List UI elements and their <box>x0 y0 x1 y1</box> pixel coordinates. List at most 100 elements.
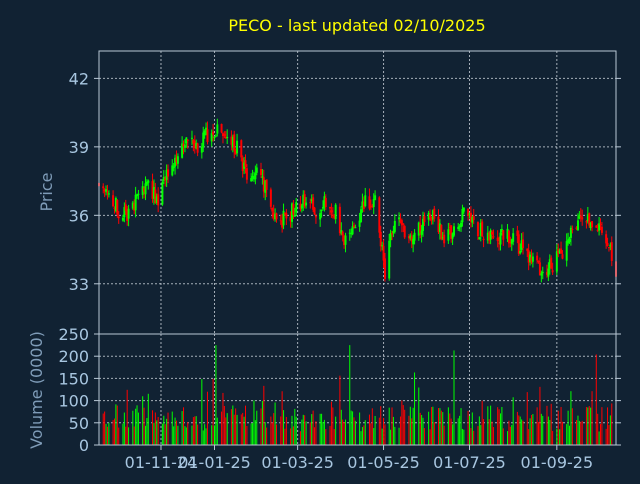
candle-body <box>588 213 591 226</box>
volume-bar <box>164 424 166 445</box>
volume-bar <box>600 423 602 445</box>
volume-bar <box>432 406 434 445</box>
candle-body <box>413 232 416 241</box>
candle-body <box>281 220 284 228</box>
volume-bar <box>126 389 128 445</box>
candle-body <box>320 209 323 211</box>
candle-body <box>344 235 347 245</box>
candle-body <box>214 135 217 137</box>
volume-bar <box>557 410 559 445</box>
volume-bar <box>566 424 568 445</box>
volume-bar <box>450 418 452 445</box>
candle-body <box>230 136 233 145</box>
volume-bar <box>430 407 432 445</box>
candle-body <box>586 214 589 222</box>
candle-body <box>292 204 295 215</box>
candle-body <box>323 196 326 208</box>
price-tick-label: 36 <box>69 206 89 225</box>
volume-bar <box>463 429 465 445</box>
candle-body <box>261 176 264 178</box>
volume-bar <box>177 425 179 445</box>
candle-body <box>240 140 243 158</box>
volume-bar <box>161 423 163 445</box>
candle-body <box>193 141 196 149</box>
volume-bar <box>428 411 430 445</box>
candle-body <box>368 196 371 209</box>
candle-body <box>491 231 494 235</box>
volume-bar <box>271 422 273 445</box>
candle-body <box>538 262 541 276</box>
volume-bar <box>429 429 431 445</box>
candle-body <box>358 220 361 227</box>
volume-bar <box>459 415 461 445</box>
volume-bar <box>576 420 578 445</box>
candle-body <box>550 257 553 269</box>
price-grid <box>99 51 616 334</box>
candle-body <box>341 231 344 236</box>
candle-body <box>190 137 193 139</box>
volume-bar <box>609 415 611 445</box>
candle-body <box>391 233 394 235</box>
candle-body <box>400 220 403 226</box>
volume-bar <box>481 400 483 445</box>
volume-bar <box>487 406 489 445</box>
candle-body <box>331 214 334 216</box>
volume-bar <box>215 345 217 445</box>
volume-bar <box>322 421 324 445</box>
candle-body <box>499 232 502 245</box>
volume-bar <box>442 412 444 445</box>
candle-body <box>576 220 579 231</box>
volume-bar <box>449 413 451 445</box>
candle-body <box>210 133 213 142</box>
volume-bar <box>106 426 108 445</box>
volume-bar <box>595 354 597 445</box>
volume-bar <box>550 403 552 445</box>
candle-body <box>598 223 601 231</box>
candle-body <box>481 221 484 237</box>
candle-body <box>151 181 154 199</box>
volume-bar <box>295 416 297 445</box>
candle-body <box>144 183 147 195</box>
candle-body <box>200 146 203 153</box>
volume-bar <box>470 428 472 445</box>
volume-bar <box>314 427 316 445</box>
candle-body <box>519 250 522 254</box>
candle-body <box>255 167 258 173</box>
volume-bar <box>206 391 208 445</box>
volume-bar <box>501 406 503 445</box>
volume-tick-label: 200 <box>58 347 89 366</box>
candle-body <box>131 202 134 209</box>
volume-bar <box>381 428 383 445</box>
volume-bar <box>340 409 342 445</box>
candle-body <box>437 216 440 233</box>
volume-bar <box>304 415 306 445</box>
volume-bar <box>588 405 590 445</box>
volume-bar <box>166 418 168 445</box>
volume-bar <box>232 405 234 445</box>
candle-body <box>469 212 472 222</box>
volume-bar <box>167 412 169 445</box>
volume-bar <box>384 424 386 445</box>
candle-body <box>407 236 410 239</box>
volume-bar <box>252 423 254 445</box>
volume-bar <box>391 407 393 445</box>
candle-body <box>212 131 215 135</box>
candle-body <box>486 232 489 241</box>
candle-body <box>221 133 224 137</box>
volume-bar <box>569 425 571 445</box>
candle-body <box>540 273 543 276</box>
volume-bar <box>250 423 252 445</box>
candle-body <box>283 212 286 214</box>
candle-body <box>231 136 234 148</box>
volume-bar <box>388 407 390 445</box>
volume-bar <box>243 416 245 445</box>
volume-bar <box>153 422 155 445</box>
candle-body <box>157 194 160 206</box>
candle-body <box>106 191 109 193</box>
volume-bar <box>516 411 518 445</box>
volume-panel: 0 50 100 150 200 250 Volume (0000) <box>27 325 621 455</box>
volume-bar <box>370 423 372 445</box>
candle-body <box>450 225 453 239</box>
volume-bar <box>511 425 513 445</box>
volume-bar <box>192 417 194 445</box>
